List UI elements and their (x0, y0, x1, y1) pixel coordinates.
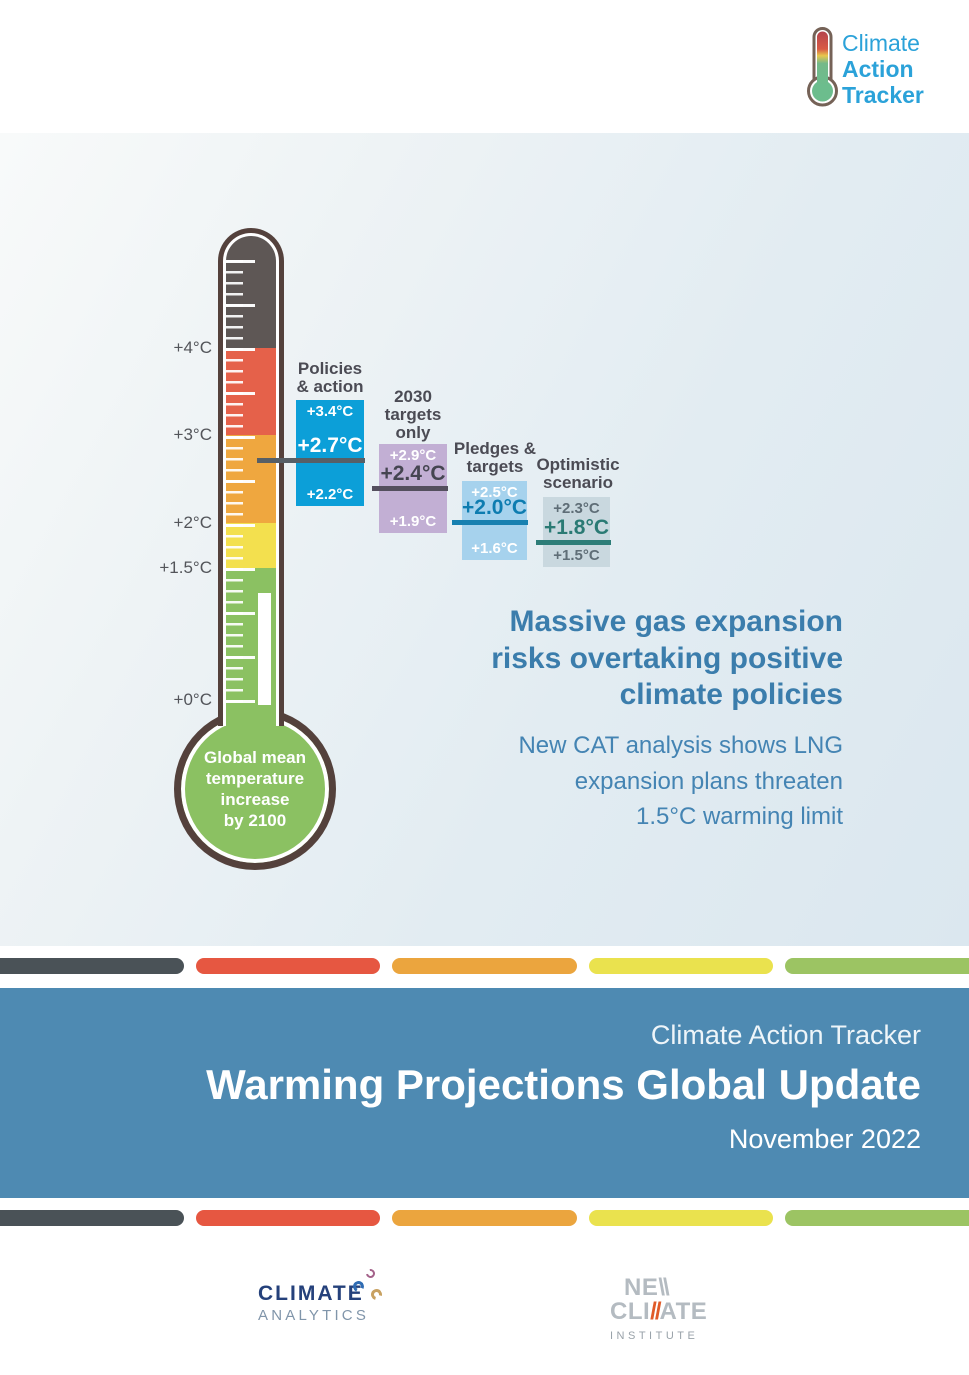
newclimate-orange-slashes: // (650, 1298, 661, 1325)
scenario-label-line: 2030 (394, 387, 432, 406)
bulb-caption-line: by 2100 (223, 811, 287, 831)
headline-line: risks overtaking positive (491, 641, 843, 675)
climate-analytics-wordmark: CLIMATE (258, 1282, 364, 1305)
subheadline-line: expansion plans threaten (574, 767, 843, 795)
newclimate-wordmark-line1: NE\\ (610, 1276, 707, 1300)
logo-word-climate: Climate (842, 30, 920, 56)
pill-orange (392, 958, 577, 974)
thermometer-tube (218, 228, 284, 726)
subheadline-line: New CAT analysis shows LNG (518, 732, 843, 759)
climate-action-tracker-logo: Climate Action Tracker (804, 24, 969, 108)
newclimate-slashes: \\ (658, 1274, 669, 1301)
scenario-label-line: targets (466, 456, 524, 476)
scale-label-2c: +2°C (173, 513, 212, 532)
thermometer-mercury-bar (258, 593, 271, 705)
pill-dark-grey (0, 1210, 185, 1226)
title-banner: Climate Action Tracker Warming Projectio… (0, 988, 969, 1198)
thermometer-bulb-caption: Global mean temperature increase by 2100 (181, 715, 329, 831)
scenario-high-value: +2.5°C (471, 484, 518, 501)
logo-wordmark: Climate Action Tracker (842, 30, 924, 108)
newclimate-text: NE (624, 1274, 659, 1301)
scenario-central-value: +2.0°C (462, 496, 528, 519)
pill-green (784, 958, 969, 974)
scenario-low-value: +1.6°C (471, 540, 518, 557)
climate-analytics-logo: CLIMATE ANALYTICS (258, 1282, 369, 1324)
scenario-central-value: +2.7°C (297, 434, 363, 457)
scenario-label-line: & action (296, 376, 364, 396)
newclimate-wordmark-line2: CLI//ATE (610, 1300, 707, 1324)
scenario-label-line: targets (384, 404, 442, 424)
banner-title: Warming Projections Global Update (206, 1061, 921, 1108)
pill-red (196, 958, 381, 974)
bulb-caption-line: temperature (205, 769, 305, 789)
climate-analytics-subtitle: ANALYTICS (258, 1307, 370, 1324)
pill-dark-grey (0, 958, 185, 974)
scale-label-1p5c: +1.5°C (159, 558, 212, 577)
scenario-low-value: +2.2°C (306, 486, 354, 503)
newclimate-institute-label: INSTITUTE (610, 1330, 699, 1342)
scenario-median-line-pledges-targets (452, 520, 528, 525)
pill-yellow (588, 1210, 773, 1226)
scenario-label-line: scenario (543, 472, 613, 492)
scenario-high-value: +3.4°C (306, 403, 354, 420)
scenario-low-value: +1.5°C (553, 547, 600, 564)
scenario-range-policies-action: +3.4°C +2.7°C +2.2°C (296, 400, 364, 506)
logo-thermometer-icon (807, 27, 838, 107)
climate-analytics-swirl-icon (368, 1286, 385, 1303)
scenario-label-2030-targets: 2030 targets only (363, 388, 463, 442)
bulb-caption-line: increase (220, 790, 290, 810)
bulb-caption-line: Global mean (203, 748, 307, 767)
logo-word-action: Action (842, 55, 914, 82)
scenario-median-line-optimistic (536, 540, 611, 545)
scenario-central-value: +1.8°C (543, 516, 610, 539)
pill-green (784, 1210, 969, 1226)
scenario-label-optimistic: Optimistic scenario (522, 456, 634, 492)
scenario-label-line: Policies (297, 359, 363, 378)
scenario-median-line-policies-action (257, 458, 365, 463)
banner-kicker: Climate Action Tracker (650, 1020, 921, 1050)
subheadline-line: 1.5°C warming limit (636, 803, 843, 831)
scale-label-4c: +4°C (173, 338, 212, 357)
scenario-label-line: Optimistic (536, 455, 620, 474)
newclimate-text: ATE (659, 1298, 708, 1325)
scale-label-3c: +3°C (173, 425, 212, 444)
newclimate-institute-logo: NE\\ CLI//ATE INSTITUTE (610, 1276, 707, 1343)
separator-pill-row (0, 958, 969, 974)
pill-orange (392, 1210, 577, 1226)
scenario-high-value: +2.9°C (389, 447, 437, 464)
scenario-median-line-2030-targets (372, 486, 448, 491)
scenario-label-line: Pledges & (453, 439, 537, 458)
pill-yellow (588, 958, 773, 974)
thermometer-scale-fill (226, 236, 276, 726)
headline: Massive gas expansion risks overtaking p… (223, 604, 843, 714)
scale-label-0c: +0°C (173, 690, 212, 709)
subheadline: New CAT analysis shows LNG expansion pla… (223, 728, 843, 835)
scenario-central-value: +2.4°C (380, 462, 446, 485)
pill-red (196, 1210, 381, 1226)
scenario-label-pledges-targets: Pledges & targets (440, 440, 550, 476)
headline-line: Massive gas expansion (509, 605, 844, 638)
scenario-label-policies-action: Policies & action (275, 360, 385, 396)
separator-pill-row (0, 1210, 969, 1226)
scenario-range-optimistic: +2.3°C +1.8°C +1.5°C (543, 497, 610, 567)
banner-date: November 2022 (728, 1124, 921, 1154)
scenario-label-line: only (395, 422, 431, 442)
newclimate-text: CLI (610, 1298, 651, 1325)
scenario-low-value: +1.9°C (389, 513, 437, 530)
scenario-high-value: +2.3°C (553, 500, 600, 517)
headline-line: climate policies (619, 678, 843, 712)
thermometer-major-ticks (226, 260, 255, 703)
climate-analytics-swirl-icon (364, 1267, 377, 1280)
logo-word-tracker: Tracker (842, 81, 924, 108)
